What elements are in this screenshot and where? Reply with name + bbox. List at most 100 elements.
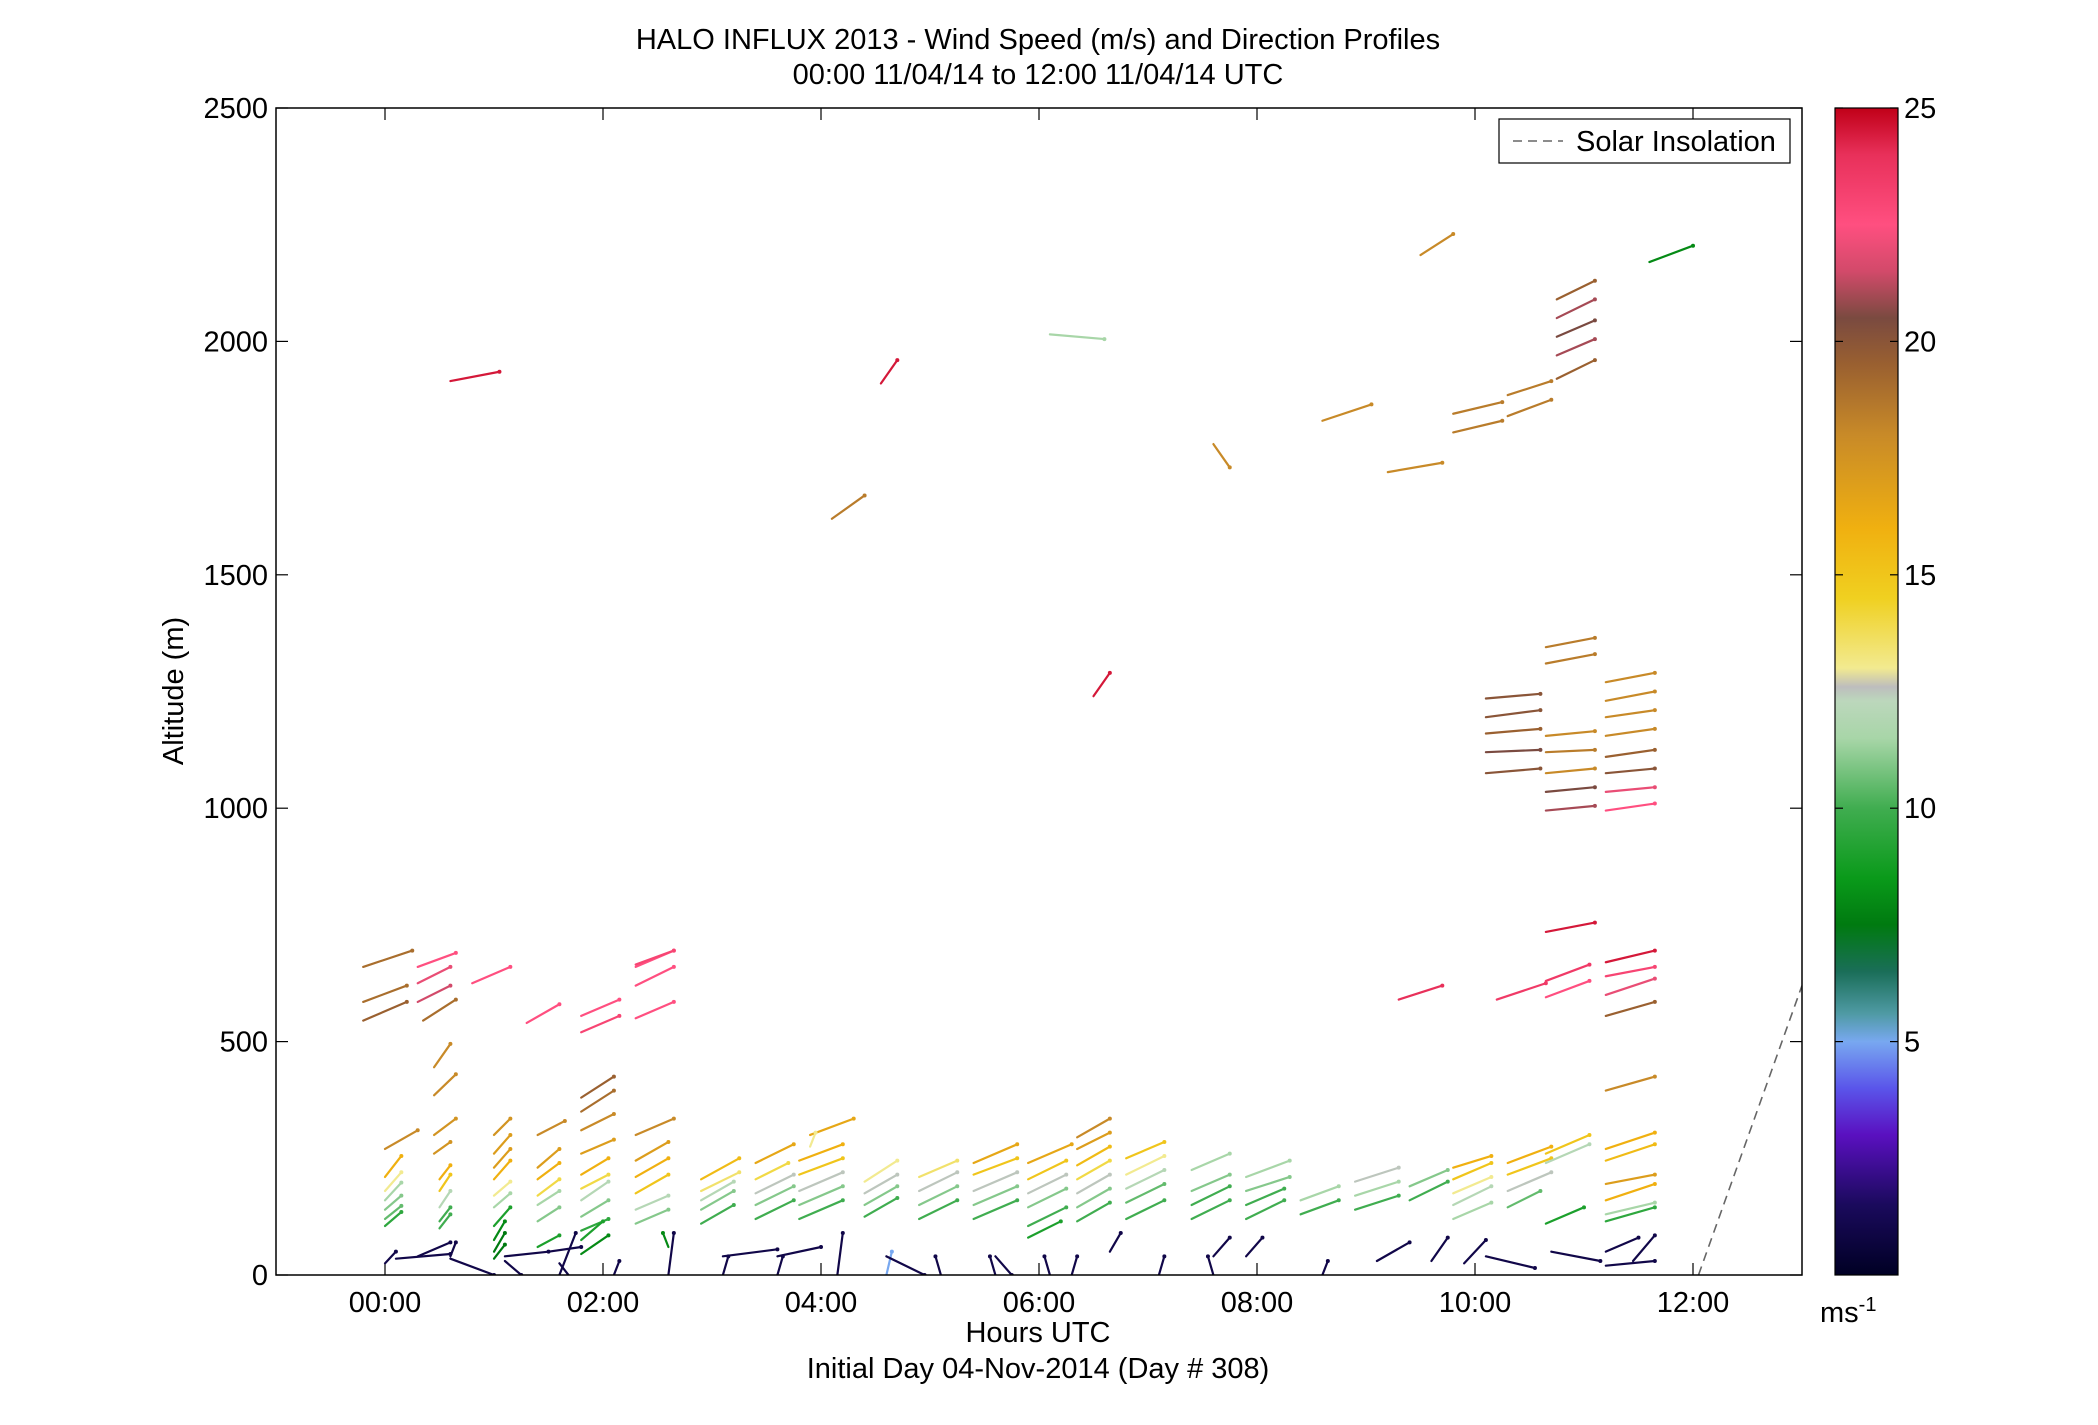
wind-vector-head bbox=[606, 1179, 611, 1184]
colorbar: 5 10 15 20 25 ms-1 bbox=[1820, 93, 1936, 1329]
wind-vector bbox=[383, 1181, 403, 1202]
wind-vector bbox=[580, 1173, 610, 1190]
wind-vector bbox=[1604, 1075, 1656, 1092]
wind-vector bbox=[634, 1000, 675, 1020]
wind-vector-head bbox=[1652, 785, 1657, 790]
wind-vector bbox=[1544, 730, 1597, 737]
wind-vector-head bbox=[1652, 747, 1657, 752]
wind-vector-head bbox=[399, 1203, 404, 1208]
wind-vector bbox=[1386, 461, 1444, 474]
wind-vector-head bbox=[1592, 803, 1597, 808]
wind-vector-head bbox=[1598, 1258, 1603, 1263]
wind-vector bbox=[1452, 1161, 1493, 1181]
wind-vector-head bbox=[562, 1118, 567, 1123]
wind-vector bbox=[1506, 1157, 1553, 1176]
wind-vector bbox=[1125, 1182, 1166, 1204]
wind-vector bbox=[492, 1192, 512, 1209]
wind-vector-head bbox=[399, 1209, 404, 1214]
wind-vector bbox=[438, 1173, 452, 1193]
wind-vector bbox=[536, 1206, 561, 1223]
wind-vector bbox=[1321, 1259, 1329, 1275]
wind-vector bbox=[994, 1255, 1013, 1275]
wind-vector bbox=[1604, 1201, 1656, 1216]
wind-vector bbox=[1506, 379, 1553, 397]
wind-vector-head bbox=[1064, 1158, 1069, 1163]
wind-vector-head bbox=[606, 1172, 611, 1177]
wind-vector-head bbox=[955, 1184, 960, 1189]
wind-vector bbox=[1048, 333, 1106, 341]
wind-vector-head bbox=[895, 1158, 900, 1163]
wind-vector-head bbox=[1592, 652, 1597, 657]
wind-vector bbox=[1484, 709, 1542, 719]
wind-vector-head bbox=[671, 948, 676, 953]
wind-vector bbox=[830, 494, 866, 520]
wind-vector-head bbox=[731, 1179, 736, 1184]
wind-vector bbox=[1555, 358, 1597, 380]
wind-vector-head bbox=[1489, 1200, 1494, 1205]
wind-vector bbox=[1544, 979, 1591, 999]
wind-vector-head bbox=[666, 1139, 671, 1144]
wind-vector bbox=[503, 1259, 523, 1275]
wind-vector bbox=[1419, 232, 1455, 257]
wind-vector bbox=[492, 1243, 506, 1260]
wind-vector bbox=[863, 1159, 899, 1183]
wind-vector-head bbox=[508, 1205, 513, 1210]
wind-vector bbox=[1506, 1189, 1542, 1209]
x-tick-label: 06:00 bbox=[1003, 1287, 1076, 1319]
wind-vector-head bbox=[1592, 747, 1597, 752]
wind-vector-head bbox=[1652, 1205, 1657, 1210]
wind-vector bbox=[1125, 1168, 1166, 1190]
wind-vector-head bbox=[508, 1191, 513, 1196]
wind-vector bbox=[934, 1255, 943, 1275]
wind-vector-head bbox=[1227, 1198, 1232, 1203]
wind-vector-head bbox=[731, 1202, 736, 1207]
wind-vector-head bbox=[508, 964, 513, 969]
wind-vector-head bbox=[1489, 1153, 1494, 1158]
wind-vector bbox=[1604, 767, 1656, 775]
wind-vector-head bbox=[840, 1198, 845, 1203]
wind-vector-head bbox=[508, 1116, 513, 1121]
wind-vector bbox=[1604, 786, 1656, 793]
wind-vector-head bbox=[1592, 785, 1597, 790]
wind-vector-head bbox=[1102, 337, 1107, 342]
wind-vector bbox=[1495, 982, 1547, 1001]
wind-vector-head bbox=[1069, 1142, 1074, 1147]
wind-vector-head bbox=[453, 950, 458, 955]
wind-vector-head bbox=[1652, 1142, 1657, 1147]
wind-vector bbox=[634, 1194, 670, 1211]
wind-vector bbox=[547, 1245, 583, 1253]
wind-vector bbox=[1321, 403, 1373, 422]
wind-vector bbox=[863, 1196, 899, 1218]
wind-vector bbox=[1604, 1206, 1656, 1223]
wind-vector bbox=[1604, 1236, 1640, 1253]
wind-vector-head bbox=[453, 1072, 458, 1077]
wind-vector-head bbox=[1162, 1139, 1167, 1144]
wind-vector bbox=[1157, 1255, 1166, 1275]
chart-subtitle: 00:00 11/04/14 to 12:00 11/04/14 UTC bbox=[793, 59, 1284, 91]
wind-vector-head bbox=[617, 1013, 622, 1018]
wind-vector-head bbox=[1592, 358, 1597, 363]
wind-vector bbox=[580, 1075, 616, 1099]
wind-vector bbox=[634, 965, 675, 987]
wind-vector-head bbox=[568, 1275, 572, 1279]
wind-vector bbox=[580, 1138, 616, 1155]
wind-vector bbox=[1212, 442, 1231, 469]
wind-vector bbox=[438, 1206, 452, 1223]
wind-vector bbox=[972, 1171, 1019, 1193]
wind-vector-head bbox=[1107, 670, 1112, 675]
wind-vector bbox=[1212, 1236, 1231, 1258]
wind-vector-head bbox=[508, 1179, 513, 1184]
wind-vector bbox=[383, 1194, 403, 1211]
wind-vector-head bbox=[1107, 1116, 1112, 1121]
wind-vector bbox=[580, 1234, 610, 1256]
wind-vector-head bbox=[606, 1233, 611, 1238]
wind-vector bbox=[885, 1250, 893, 1275]
x-tick-label: 00:00 bbox=[349, 1287, 422, 1319]
wind-vector-head bbox=[1064, 1172, 1069, 1177]
wind-vector-head bbox=[1500, 400, 1505, 405]
wind-vector-head bbox=[1489, 1184, 1494, 1189]
wind-vector bbox=[612, 1259, 621, 1275]
wind-vector-head bbox=[502, 1219, 507, 1224]
wind-vector-head bbox=[1652, 766, 1657, 771]
wind-vector bbox=[1648, 244, 1695, 264]
